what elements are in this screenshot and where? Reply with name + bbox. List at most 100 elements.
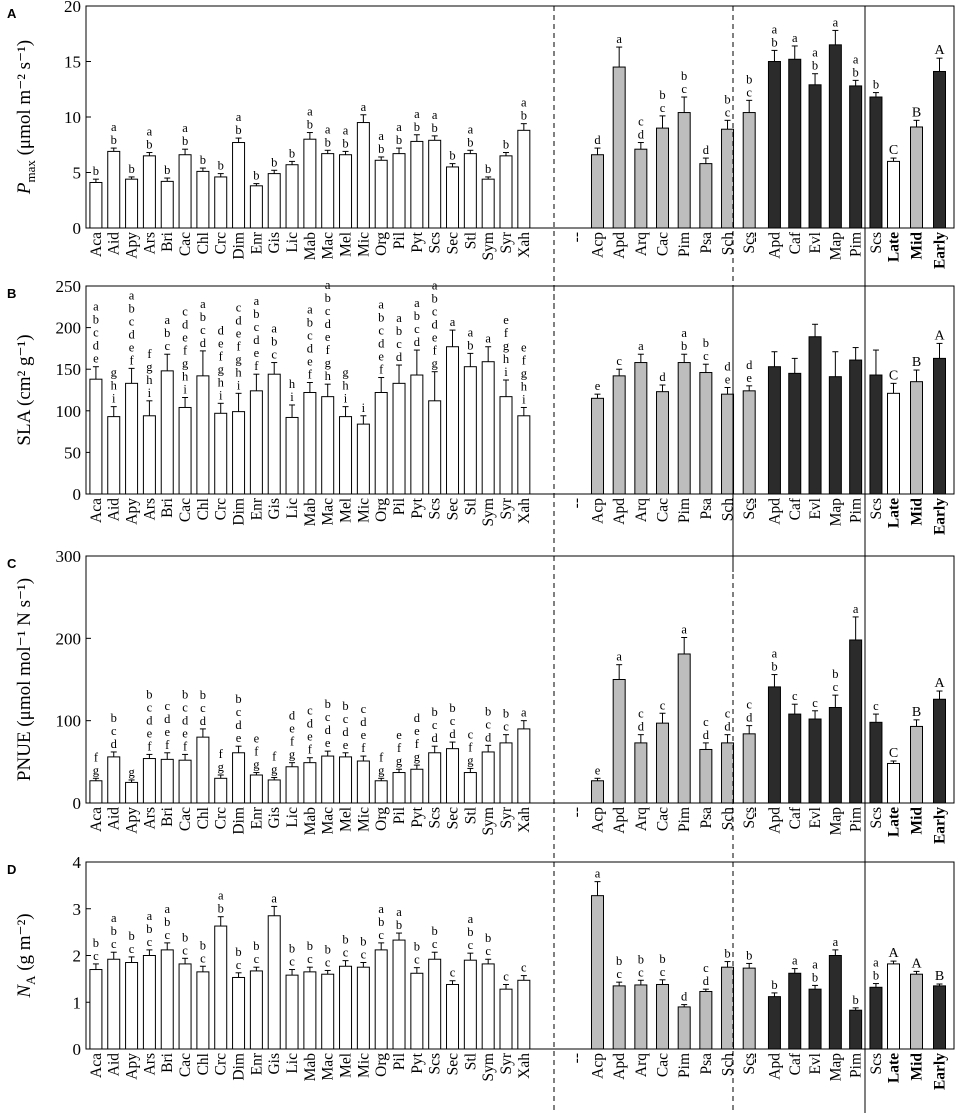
significance-letter: g	[182, 356, 189, 370]
category-label: Aid	[106, 232, 123, 256]
significance-letter: c	[307, 952, 313, 966]
significance-letter: c	[164, 928, 170, 942]
significance-letter: b	[235, 692, 241, 706]
y-tick-label: 0	[73, 794, 82, 813]
significance-letter: b	[832, 667, 838, 681]
bar	[89, 378, 103, 495]
category-label: Mac	[320, 1053, 337, 1081]
category-label: Org	[373, 807, 390, 831]
category-label: Chl	[195, 232, 212, 254]
category-label: Apd	[766, 1053, 783, 1080]
significance-letter: d	[378, 337, 385, 351]
significance-letter: a	[307, 105, 313, 119]
category-label: Mic	[355, 232, 372, 257]
significance-letter: c	[681, 82, 687, 96]
significance-letter: c	[521, 961, 527, 975]
bar	[428, 400, 442, 495]
significance-letter: d	[724, 360, 731, 374]
category-label: Org	[373, 232, 390, 256]
category-label: Apd	[611, 1053, 628, 1080]
bar	[481, 963, 495, 1050]
bar	[499, 988, 513, 1050]
bar	[232, 411, 246, 495]
significance-letter: h	[289, 377, 296, 391]
significance-letter: c	[182, 943, 188, 957]
significance-letters: c	[792, 689, 798, 703]
y-tick-label: 0	[73, 219, 82, 238]
bar	[481, 178, 495, 229]
bar	[356, 966, 370, 1050]
bar	[107, 756, 121, 804]
bar	[410, 374, 424, 495]
significance-letter: e	[432, 331, 438, 345]
category-label: Apd	[766, 232, 783, 259]
bar	[285, 766, 299, 804]
significance-letter: c	[164, 699, 170, 713]
category-label: Mel	[338, 1053, 355, 1078]
significance-letter: a	[468, 122, 474, 136]
category-label: Crc	[213, 232, 230, 255]
bar	[178, 759, 192, 804]
significance-letter: b	[218, 159, 224, 173]
category-label: Enr	[248, 231, 265, 254]
significance-letter: a	[396, 311, 402, 325]
category-label: Dim	[231, 807, 248, 835]
significance-letter: a	[485, 332, 491, 346]
significance-letter: b	[289, 942, 295, 956]
significance-letter: c	[873, 699, 879, 713]
bar	[267, 779, 281, 804]
significance-letter: b	[485, 931, 491, 945]
significance-letter: c	[361, 702, 367, 716]
significance-letter: f	[147, 739, 152, 753]
bar	[887, 762, 900, 804]
category-label: Aca	[88, 232, 105, 257]
significance-letter: B	[912, 355, 921, 370]
bar	[392, 939, 406, 1050]
bar	[742, 967, 756, 1050]
significance-letters: b	[200, 153, 206, 167]
significance-letter: a	[325, 122, 331, 136]
significance-letter: c	[468, 938, 474, 952]
category-label: Crc	[213, 807, 230, 830]
bar	[303, 762, 317, 804]
significance-letter: f	[219, 747, 224, 761]
significance-letter: a	[396, 905, 402, 919]
category-label: Bri	[159, 1052, 176, 1073]
bar	[392, 153, 406, 229]
category-label: Scs	[741, 807, 758, 829]
significance-letter: d	[449, 727, 456, 741]
category-label: Map	[827, 232, 844, 261]
category-label: Arq	[633, 807, 650, 831]
significance-letters: b	[164, 163, 170, 177]
category-label: --	[746, 232, 763, 242]
significance-letter: h	[218, 375, 225, 389]
bar	[869, 96, 883, 229]
bar	[517, 415, 531, 495]
significance-letters: C	[889, 143, 898, 158]
bar	[125, 781, 139, 804]
category-label: Cac	[177, 807, 194, 831]
bar	[303, 138, 317, 229]
significance-letter: c	[236, 705, 242, 719]
category-label: Pim	[676, 498, 693, 523]
category-label: Scs	[868, 232, 885, 254]
bar	[428, 958, 442, 1050]
significance-letters: c	[521, 961, 527, 975]
bar	[808, 84, 822, 229]
bar	[160, 370, 174, 495]
significance-letter: c	[450, 966, 456, 980]
category-label: Scs	[741, 498, 758, 520]
significance-letter: g	[521, 366, 528, 380]
